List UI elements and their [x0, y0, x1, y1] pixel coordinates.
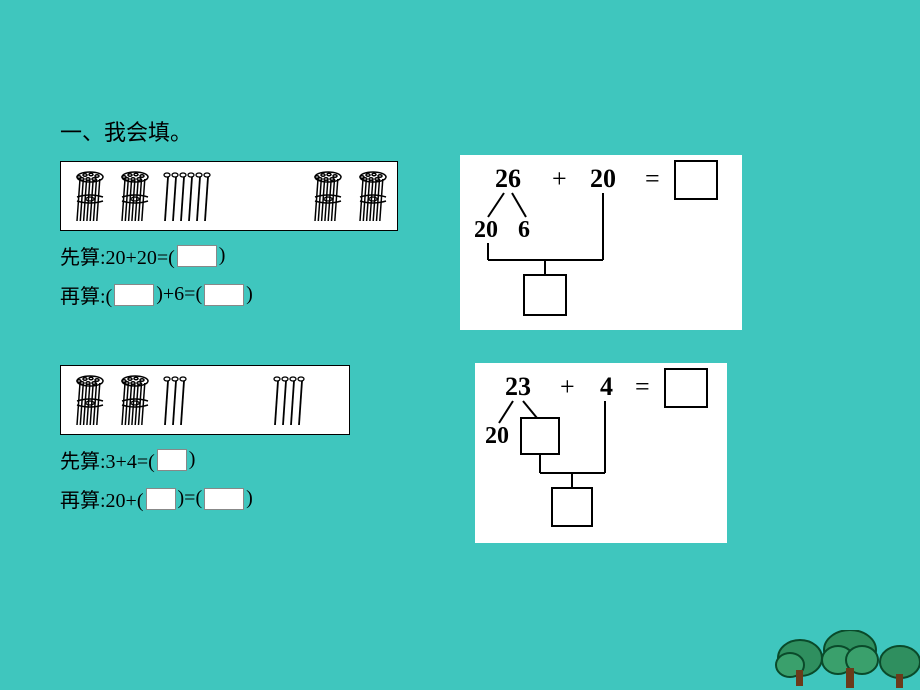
p1-line1: 先算:20+20=( ) [60, 241, 398, 270]
stick-bundle-icon [116, 169, 154, 230]
p1-line1-prefix: 先算:20+20=( [60, 241, 175, 270]
blank[interactable] [146, 488, 176, 510]
d2-eq: = [635, 372, 650, 401]
p2-line2: 再算:20+( )=( ) [60, 484, 350, 513]
problem-1-left: 先算:20+20=( ) 再算:( )+6=( ) [60, 161, 398, 309]
intermediate-box[interactable] [524, 275, 566, 315]
p1-line2-mid: )+6=( [156, 283, 202, 306]
d2-b: 4 [600, 372, 613, 401]
p1-line2-suffix: ) [246, 283, 253, 306]
p2-line2-suffix: ) [246, 487, 253, 510]
d1-b: 20 [590, 164, 616, 193]
blank[interactable] [204, 488, 244, 510]
d2-split-left: 20 [485, 423, 509, 449]
problem-2-left: 先算:3+4=( ) 再算:20+( )=( ) [60, 365, 350, 513]
stick-bundle-icon [354, 169, 392, 230]
loose-sticks-icon [161, 169, 217, 230]
blank[interactable] [177, 245, 217, 267]
p2-line1-prefix: 先算:3+4=( [60, 445, 155, 474]
p2-line2-prefix: 再算:20+( [60, 484, 144, 513]
stick-bundle-icon [309, 169, 347, 230]
diagram-2-svg: 23 + 4 = 20 [475, 363, 727, 543]
trees-decoration-icon [760, 630, 920, 690]
blank[interactable] [204, 284, 244, 306]
diagram-1: 26 + 20 = 20 6 [460, 155, 742, 330]
blank[interactable] [114, 284, 154, 306]
stick-bundle-icon [71, 169, 109, 230]
p2-line1: 先算:3+4=( ) [60, 445, 350, 474]
d2-a: 23 [505, 372, 531, 401]
d1-split-right: 6 [518, 217, 530, 243]
d2-op: + [560, 372, 575, 401]
stick-bundle-icon [71, 373, 109, 434]
sticks-panel-2 [60, 365, 350, 435]
worksheet-content: 一、我会填。 [60, 115, 880, 165]
intermediate-box[interactable] [552, 488, 592, 526]
p1-line2: 再算:( )+6=( ) [60, 280, 398, 309]
d1-op: + [552, 164, 567, 193]
d1-split-left: 20 [474, 217, 498, 243]
sticks-panel-1 [60, 161, 398, 231]
p2-line2-mid: )=( [178, 487, 203, 510]
answer-box[interactable] [665, 369, 707, 407]
diagram-1-svg: 26 + 20 = 20 6 [460, 155, 742, 330]
d1-eq: = [645, 164, 660, 193]
blank[interactable] [157, 449, 187, 471]
p1-line2-prefix: 再算:( [60, 280, 112, 309]
stick-bundle-icon [116, 373, 154, 434]
d1-a: 26 [495, 164, 521, 193]
section-title: 一、我会填。 [60, 115, 880, 147]
loose-sticks-icon [271, 373, 311, 434]
loose-sticks-icon [161, 373, 193, 434]
diagram-2: 23 + 4 = 20 [475, 363, 727, 543]
p2-line1-suffix: ) [189, 448, 196, 471]
answer-box[interactable] [675, 161, 717, 199]
split-right-box[interactable] [521, 418, 559, 454]
p1-line1-suffix: ) [219, 244, 226, 267]
